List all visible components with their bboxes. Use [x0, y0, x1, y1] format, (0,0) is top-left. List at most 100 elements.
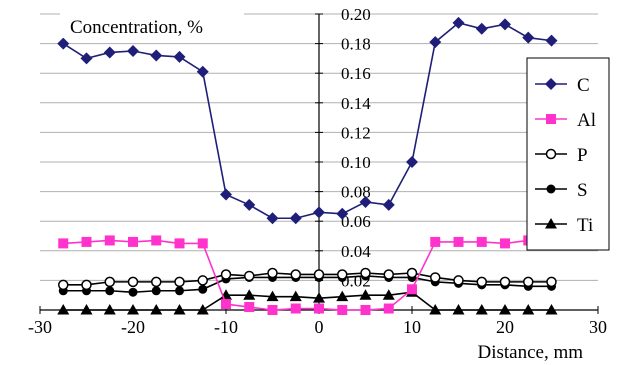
data-point-P — [383, 269, 394, 280]
data-point-Ti — [475, 304, 488, 315]
x-tick-label: 0 — [315, 317, 324, 337]
data-point-C — [475, 22, 488, 35]
x-tick-label: -10 — [214, 317, 238, 337]
data-point-P — [58, 279, 69, 291]
series-line-C — [62, 22, 552, 220]
data-point-P — [453, 275, 464, 286]
data-point-C — [382, 198, 395, 211]
data-point-Al — [337, 305, 348, 315]
data-point-P — [406, 267, 418, 279]
legend: C Al PS Ti — [526, 57, 610, 251]
data-point-P — [476, 276, 487, 288]
data-point-Ti — [243, 289, 256, 300]
data-point-Ti — [196, 304, 209, 315]
legend-marker-S — [546, 184, 556, 194]
x-tick-labels: -30 -20 -10 0 10 20 30 — [28, 317, 607, 337]
y-tick-label: 0.10 — [341, 153, 371, 172]
data-point-Ti — [545, 304, 558, 315]
data-point-Al — [58, 238, 69, 249]
data-point-Ti — [499, 304, 511, 315]
data-point-C — [196, 65, 209, 78]
y-tick-label: 0.18 — [341, 35, 371, 54]
data-point-C — [289, 212, 302, 225]
data-point-Ti — [150, 304, 163, 315]
data-point-C — [243, 198, 256, 211]
series-line-Ti — [63, 291, 552, 311]
data-point-Ti — [80, 304, 93, 315]
y-tick-label: 0.14 — [341, 94, 371, 113]
data-point-Ti — [289, 290, 302, 302]
data-point-Al — [267, 305, 278, 315]
data-point-Ti — [452, 304, 465, 315]
data-point-Ti — [429, 304, 442, 315]
legend-marker-C — [545, 78, 557, 90]
y-tick-label: 0.12 — [341, 123, 371, 142]
data-point-P — [267, 267, 278, 279]
data-point-Al — [453, 236, 464, 247]
data-point-P — [81, 279, 92, 291]
series-line-P — [63, 272, 552, 286]
series-line-Al — [63, 239, 552, 311]
data-point-P — [499, 276, 511, 288]
data-point-Al — [104, 235, 115, 246]
data-point-S — [105, 286, 115, 296]
data-point-Ti — [359, 289, 372, 300]
data-point-P — [127, 276, 139, 288]
data-point-Ti — [336, 290, 349, 302]
data-point-C — [429, 36, 442, 49]
data-point-Ti — [173, 304, 186, 315]
data-point-C — [127, 45, 139, 57]
data-point-Ti — [266, 290, 279, 302]
data-point-S — [128, 287, 138, 297]
data-point-Al — [151, 235, 162, 246]
data-point-C — [452, 16, 465, 29]
data-point-C — [522, 31, 535, 44]
data-point-Al — [244, 302, 255, 313]
data-point-Al — [290, 303, 301, 314]
y-tick-labels: 0.020.040.060.080.100.120.140.160.180.20 — [341, 5, 371, 290]
data-point-Ti — [103, 304, 116, 315]
legend-label-P: P — [577, 145, 588, 166]
data-point-Al — [174, 238, 185, 249]
legend-marker-Al — [546, 114, 556, 124]
data-point-S — [175, 286, 184, 296]
series-group — [57, 16, 558, 315]
data-point-C — [220, 188, 232, 201]
data-point-S — [198, 284, 208, 294]
data-point-C — [80, 52, 93, 65]
data-point-Al — [81, 236, 92, 247]
data-point-Al — [314, 303, 324, 314]
data-point-P — [197, 275, 208, 286]
data-point-S — [151, 286, 161, 296]
data-point-P — [430, 272, 441, 283]
data-point-P — [290, 269, 301, 280]
data-point-Al — [360, 305, 371, 315]
data-point-Al — [476, 236, 487, 247]
data-point-Al — [383, 303, 394, 314]
data-point-Al — [197, 238, 208, 249]
ylabel-background — [60, 12, 244, 38]
series-line-S — [63, 275, 552, 294]
legend-marker-P — [545, 148, 557, 160]
data-point-Al — [128, 236, 138, 247]
data-point-P — [546, 276, 557, 288]
series-Al — [58, 235, 557, 315]
x-tick-label: 20 — [496, 317, 514, 337]
data-point-P — [360, 267, 371, 279]
data-point-P — [313, 269, 325, 280]
x-tick-label: 30 — [589, 317, 607, 337]
legend-label-Ti: Ti — [577, 215, 593, 236]
data-point-Ti — [522, 304, 535, 315]
legend-label-Al: Al — [577, 110, 596, 131]
x-tick-label: -20 — [121, 317, 145, 337]
axes — [39, 13, 599, 314]
series-C — [57, 16, 558, 225]
legend-label-S: S — [577, 180, 588, 201]
x-tick-label: 10 — [403, 317, 421, 337]
data-point-P — [174, 276, 185, 288]
x-tick-label: -30 — [28, 317, 52, 337]
data-point-P — [220, 269, 232, 280]
y-tick-label: 0.08 — [341, 183, 371, 202]
data-point-C — [499, 18, 511, 31]
